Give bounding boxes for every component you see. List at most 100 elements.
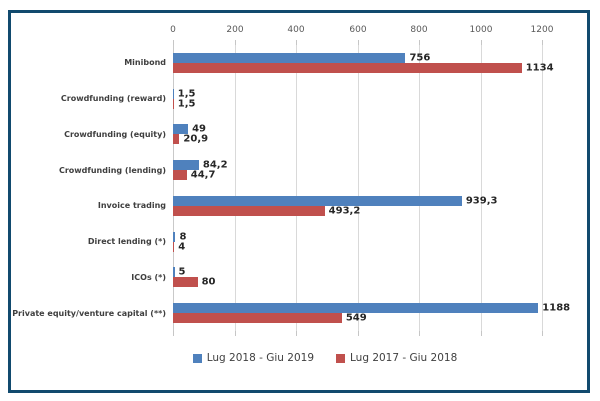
category-row: Minibond 756 1134: [11, 45, 587, 81]
x-axis-tick-label: 1000: [469, 25, 493, 35]
category-label-text: Invoice trading: [97, 201, 166, 211]
x-axis-bottom-ticks: [173, 331, 587, 336]
category-label-text: Crowdfunding (reward): [60, 94, 166, 104]
bar-line: 1134: [173, 62, 587, 73]
category-row: Invoice trading 939,3 493,2: [11, 188, 587, 224]
gridline: [419, 45, 420, 331]
category-label: Private equity/venture capital (**): [11, 309, 173, 318]
x-axis-tick-mark: [296, 40, 297, 45]
bar-group: 1,5 1,5: [173, 88, 587, 110]
legend-label: Lug 2017 - Giu 2018: [350, 352, 458, 364]
bar-line: 939,3: [173, 195, 587, 207]
category-label-text: ICOs (*): [131, 272, 166, 282]
bar: [173, 88, 174, 99]
bar-value-label: 49: [192, 123, 206, 135]
category-label: Crowdfunding (reward): [11, 94, 173, 103]
bar-value-label: 80: [201, 276, 216, 288]
gridline: [481, 45, 482, 331]
x-axis-tick-label: 600: [349, 25, 367, 35]
bar: [173, 195, 462, 206]
bar: [173, 313, 342, 324]
bar-value-label: 44,7: [190, 169, 216, 181]
plot-area: Minibond 756 1134 Crowdfunding (reward) 1,5 1…: [11, 45, 587, 331]
bar-value-label: 756: [409, 52, 431, 64]
bar-value-label: 5: [178, 266, 186, 278]
category-label-text: Crowdfunding (equity): [64, 129, 166, 139]
legend-swatch-icon: [336, 353, 345, 363]
x-axis: 0 200 400 600 800 1000 1200: [170, 25, 587, 38]
x-axis-tick-label: 800: [410, 25, 428, 35]
bar-value-label: 1,5: [177, 88, 196, 100]
legend-swatch-icon: [192, 353, 202, 363]
category-label-text: Direct lending (*): [87, 237, 166, 247]
bar: [173, 52, 406, 63]
category-row: Direct lending (*) 8 4: [11, 224, 587, 260]
chart-frame: 0 200 400 600 800 1000 1200 Minibond 756 1134 Cro…: [8, 10, 590, 393]
bar: [173, 231, 176, 242]
gridline: [235, 45, 236, 331]
bar-line: 49: [173, 123, 587, 135]
bar-value-label: 20,9: [183, 133, 209, 145]
bar-line: 80: [173, 276, 587, 288]
bar-value-label: 1,5: [177, 98, 196, 110]
gridline: [358, 45, 359, 331]
bar-line: 84,2: [173, 159, 587, 171]
bar-line: 4: [173, 241, 587, 253]
x-axis-tick-mark: [419, 40, 420, 45]
bar: [173, 160, 199, 171]
gridline: [296, 45, 297, 331]
gridline: [542, 45, 543, 331]
bar-group: 756 1134: [173, 52, 587, 73]
bar-line: 5: [173, 266, 587, 278]
category-label: Direct lending (*): [11, 237, 173, 246]
bar-value-label: 84,2: [202, 159, 228, 171]
bar: [173, 303, 539, 314]
bar-line: 756: [173, 52, 587, 64]
bar-group: 939,3 493,2: [173, 195, 587, 217]
bar: [173, 241, 175, 252]
bar-line: 549: [173, 312, 587, 324]
category-row: Private equity/venture capital (**) 1188 5…: [11, 295, 587, 331]
bar: [173, 134, 180, 145]
category-label-text: Minibond: [124, 58, 166, 68]
category-label: Invoice trading: [11, 201, 173, 210]
x-axis-tick-mark: [173, 331, 174, 336]
bar-chart: 0 200 400 600 800 1000 1200 Minibond 756 1134 Cro…: [11, 13, 587, 390]
bar-line: 493,2: [173, 205, 587, 217]
bar-line: 8: [173, 231, 587, 243]
bar-value-label: 549: [345, 312, 367, 324]
bar-group: 1188 549: [173, 303, 587, 324]
bar-group: 84,2 44,7: [173, 159, 587, 181]
category-row: Crowdfunding (equity) 49 20,9: [11, 117, 587, 153]
bar: [173, 170, 187, 181]
bar: [173, 62, 522, 73]
category-label-text: Crowdfunding (lending): [58, 165, 166, 175]
x-axis-tick-label: 400: [287, 25, 305, 35]
category-row: ICOs (*) 5 80: [11, 260, 587, 296]
bar: [173, 124, 189, 135]
category-label: Minibond: [11, 58, 173, 67]
category-row: Crowdfunding (lending) 84,2 44,7: [11, 152, 587, 188]
category-label: Crowdfunding (lending): [11, 166, 173, 175]
gridline: [173, 45, 174, 331]
legend: Lug 2018 - Giu 2019 Lug 2017 - Giu 2018: [37, 350, 600, 366]
bar-line: 1,5: [173, 88, 587, 100]
bar-group: 49 20,9: [173, 123, 587, 145]
bar-value-label: 493,2: [328, 205, 361, 217]
plot-gridlines: [173, 45, 587, 331]
legend-label: Lug 2018 - Giu 2019: [206, 352, 314, 364]
x-axis-tick-mark: [419, 331, 420, 336]
bar-value-label: 8: [179, 231, 187, 243]
x-axis-tick-mark: [235, 331, 236, 336]
bar-line: 1,5: [173, 98, 587, 110]
bar: [173, 267, 175, 278]
x-axis-tick-label: 1200: [530, 25, 554, 35]
bar-value-label: 939,3: [465, 195, 498, 207]
x-axis-tick-mark: [542, 40, 543, 45]
bar-value-label: 4: [178, 241, 186, 253]
x-axis-tick-label: 0: [170, 25, 176, 35]
category-label: Crowdfunding (equity): [11, 130, 173, 139]
x-axis-tick-mark: [358, 40, 359, 45]
